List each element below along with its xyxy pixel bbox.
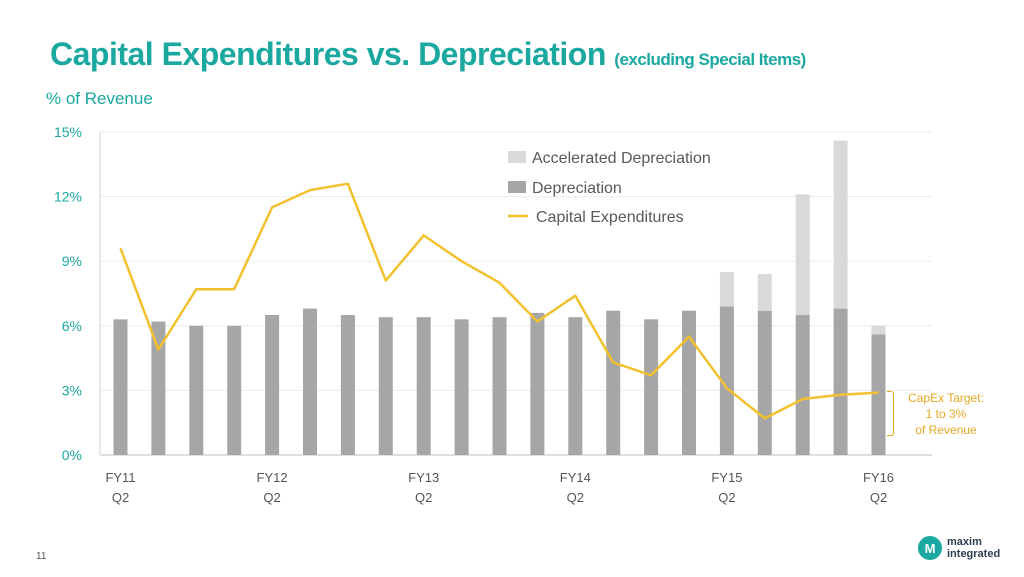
depreciation-bar [568,317,583,455]
depreciation-bar [303,308,317,455]
depreciation-bar [871,334,886,455]
depreciation-bar [189,325,204,455]
y-tick-label: 3% [62,382,82,398]
depreciation-bar [833,308,848,455]
capex-target-line: 1 to 3% [925,407,967,421]
x-tick-label: Q2 [263,490,280,505]
depreciation-bar [265,315,280,455]
depreciation-bar [757,310,772,455]
depreciation-bar [606,310,621,455]
accelerated-depreciation-bar [871,325,886,335]
logo-line: integrated [947,548,1001,560]
depreciation-bar [454,319,469,455]
y-tick-label: 9% [62,253,82,269]
x-tick-label: FY15 [711,470,742,485]
legend-label: Depreciation [532,180,622,197]
depreciation-bar [227,325,242,455]
y-tick-label: 0% [62,447,82,463]
capex-target-line: of Revenue [915,423,977,437]
legend-swatch [508,181,526,193]
page-number: 11 [36,551,47,562]
chart-title: Capital Expenditures vs. Depreciation (e… [50,36,806,73]
capex-target-line: CapEx Target: [908,391,984,405]
depreciation-bar [340,315,355,455]
x-tick-label: Q2 [567,490,584,505]
depreciation-bar [113,319,128,455]
bars [113,140,886,455]
depreciation-bar [416,317,431,455]
x-tick-label: FY11 [105,470,135,485]
x-tick-label: FY14 [560,470,591,485]
capex-line [119,182,879,420]
x-tick-label: Q2 [870,490,887,505]
depreciation-bar [151,321,166,455]
logo-mark-icon: M [918,536,942,560]
chart-title-main: Capital Expenditures vs. Depreciation [50,36,606,72]
x-axis-ticks: FY11 Q2 FY12 Q2 FY13 Q2 FY14 Q2 FY15 Q2 FY16 Q2 [105,470,894,505]
logo-text: maxim integrated [947,536,1000,560]
depreciation-bar [719,306,734,455]
accelerated-depreciation-bar [833,140,848,309]
target-bracket [887,391,894,436]
depreciation-bar [644,319,659,455]
capex-target-note: CapEx Target: 1 to 3% of Revenue [896,390,996,438]
x-tick-label: Q2 [718,490,735,505]
x-tick-label: FY12 [257,470,288,485]
x-tick-label: Q2 [415,490,432,505]
depreciation-bar [492,317,507,455]
x-tick-label: FY13 [408,470,439,485]
legend-label: Capital Expenditures [536,209,684,226]
chart-subtitle: (excluding Special Items) [614,50,806,69]
accelerated-depreciation-bar [795,194,810,316]
y-axis-ticks: 0% 3% 6% 9% 12% 15% [54,124,82,463]
x-tick-label: FY16 [863,470,894,485]
logo-line: maxim [947,536,982,548]
unit-label: % of Revenue [46,89,153,108]
depreciation-bar [795,315,810,455]
depreciation-bar [530,312,545,455]
legend-swatch [508,151,526,163]
legend-label: Accelerated Depreciation [532,150,711,167]
x-tick-label: Q2 [112,490,129,505]
accelerated-depreciation-bar [757,274,772,311]
legend: Accelerated Depreciation Depreciation Capi… [508,150,711,226]
maxim-logo: M maxim integrated [918,536,1000,560]
depreciation-bar [378,317,393,455]
y-tick-label: 15% [54,124,82,140]
capex-series-line [119,182,879,420]
depreciation-bar [682,310,696,455]
accelerated-depreciation-bar [719,271,734,307]
y-tick-label: 12% [54,189,82,205]
y-tick-label: 6% [62,318,82,334]
